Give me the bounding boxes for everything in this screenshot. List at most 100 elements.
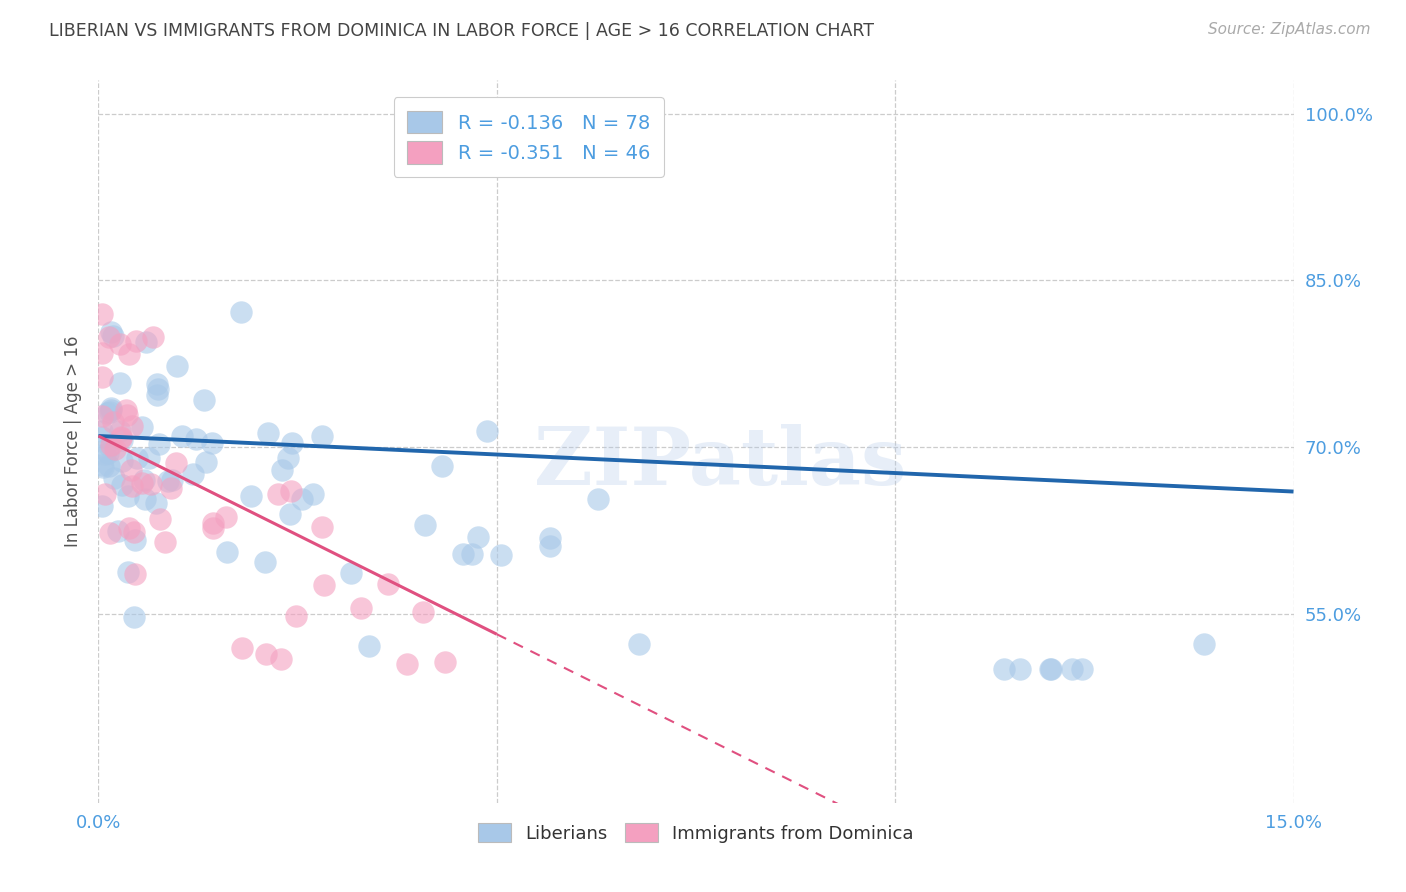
Point <box>91 429 114 443</box>
Point <box>467 530 489 544</box>
Point <box>131 420 153 434</box>
Point <box>121 418 143 433</box>
Point <box>148 437 170 451</box>
Point <box>267 487 290 501</box>
Point <box>586 492 609 507</box>
Point <box>253 556 276 570</box>
Point <box>461 547 484 561</box>
Point <box>195 454 218 468</box>
Point <box>311 429 333 443</box>
Point <box>103 415 125 429</box>
Point <box>110 425 132 439</box>
Point <box>98 526 121 541</box>
Point <box>186 432 208 446</box>
Point <box>181 467 204 481</box>
Point <box>91 307 114 321</box>
Point <box>149 512 172 526</box>
Point <box>281 436 304 450</box>
Point <box>94 447 117 461</box>
Point <box>172 428 194 442</box>
Point <box>110 431 132 445</box>
Point <box>135 334 157 349</box>
Point <box>145 377 167 392</box>
Point <box>285 609 308 624</box>
Point <box>1070 662 1092 676</box>
Point <box>98 458 121 473</box>
Point <box>98 330 121 344</box>
Point <box>146 382 169 396</box>
Point <box>357 640 380 654</box>
Point <box>156 474 179 488</box>
Point <box>377 577 399 591</box>
Point <box>451 547 474 561</box>
Point <box>110 477 132 491</box>
Point <box>124 566 146 581</box>
Point <box>311 520 333 534</box>
Point <box>100 438 122 452</box>
Point <box>240 489 263 503</box>
Point <box>538 539 561 553</box>
Point <box>134 492 156 507</box>
Point <box>231 640 253 655</box>
Point <box>100 401 122 415</box>
Text: ZIPatlas: ZIPatlas <box>534 425 905 502</box>
Point <box>120 462 142 476</box>
Point <box>111 454 134 468</box>
Point <box>121 479 143 493</box>
Point <box>153 535 176 549</box>
Point <box>110 376 132 390</box>
Point <box>489 548 512 562</box>
Point <box>254 647 277 661</box>
Point <box>628 637 651 651</box>
Point <box>159 481 181 495</box>
Point <box>1039 662 1062 676</box>
Text: Source: ZipAtlas.com: Source: ZipAtlas.com <box>1208 22 1371 37</box>
Point <box>91 460 114 475</box>
Point <box>134 473 156 487</box>
Point <box>229 305 252 319</box>
Point <box>91 346 114 360</box>
Point <box>115 402 138 417</box>
Point <box>96 406 118 420</box>
Point <box>108 336 131 351</box>
Point <box>117 521 139 535</box>
Point <box>94 487 117 501</box>
Point <box>432 459 454 474</box>
Point <box>117 489 139 503</box>
Point <box>538 532 561 546</box>
Point <box>160 474 183 488</box>
Point <box>166 359 188 373</box>
Point <box>475 424 498 438</box>
Legend: Liberians, Immigrants from Dominica: Liberians, Immigrants from Dominica <box>470 814 922 852</box>
Point <box>98 439 121 453</box>
Point <box>131 475 153 490</box>
Point <box>256 425 278 440</box>
Point <box>270 652 292 666</box>
Point <box>314 578 336 592</box>
Point <box>117 566 139 580</box>
Y-axis label: In Labor Force | Age > 16: In Labor Force | Age > 16 <box>63 335 82 548</box>
Point <box>1008 662 1031 676</box>
Point <box>434 655 457 669</box>
Point <box>277 450 299 465</box>
Point <box>278 507 301 521</box>
Point <box>101 329 124 343</box>
Point <box>110 430 132 444</box>
Point <box>97 446 120 460</box>
Point <box>202 516 225 531</box>
Point <box>1194 637 1216 651</box>
Point <box>98 405 121 419</box>
Point <box>100 403 122 417</box>
Point <box>125 334 148 348</box>
Point <box>91 499 114 513</box>
Point <box>146 388 169 402</box>
Point <box>270 463 292 477</box>
Point <box>412 605 434 619</box>
Point <box>193 393 215 408</box>
Point <box>215 545 238 559</box>
Point <box>165 457 187 471</box>
Point <box>127 450 149 465</box>
Point <box>1039 662 1062 676</box>
Point <box>100 325 122 339</box>
Point <box>291 491 314 506</box>
